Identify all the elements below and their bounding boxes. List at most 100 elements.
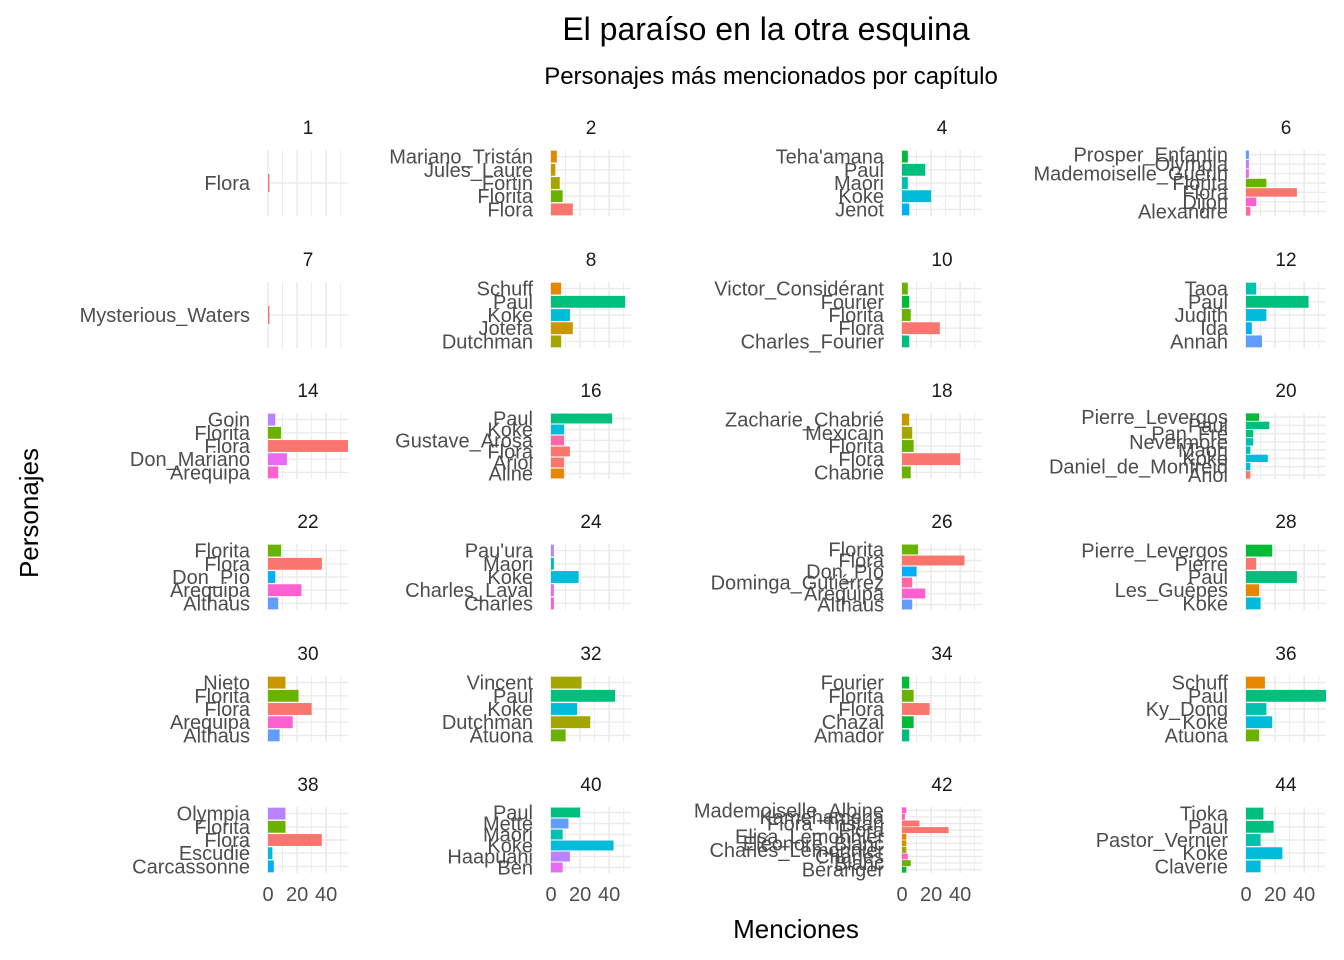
bar [551, 829, 563, 840]
bar [1246, 169, 1249, 178]
y-tick-label: Arequipa [170, 462, 251, 484]
bar [902, 177, 908, 189]
y-tick-label: Mademoiselle_Guérin [1033, 164, 1228, 186]
y-tick-label: Blanc [834, 853, 884, 875]
y-tick-label: Aline [489, 464, 533, 486]
y-tick-label: Paul [1188, 567, 1228, 589]
y-tick-label: Atuona [470, 725, 534, 747]
y-tick-label: Maori [483, 554, 533, 576]
y-tick-label: Kamehameha [759, 807, 884, 829]
y-tick-label: Haapuani [447, 847, 533, 869]
x-tick-label: 20 [1264, 884, 1286, 906]
bar [268, 174, 270, 192]
y-tick-label: Ariol [1188, 465, 1228, 487]
bar [268, 860, 274, 873]
bar [902, 322, 940, 335]
x-tick-label: 0 [545, 884, 556, 906]
y-tick-label: Pierre [1175, 554, 1228, 576]
facet-strip-label: 14 [297, 381, 319, 402]
bar [551, 413, 613, 424]
facet-strip-label: 32 [580, 644, 601, 665]
y-tick-label: Fourier [821, 673, 885, 695]
bar [1246, 438, 1254, 446]
bar [1246, 703, 1267, 715]
bar [902, 566, 917, 577]
y-tick-label: Maori [834, 173, 884, 195]
bar [902, 716, 914, 729]
bar [1246, 820, 1274, 833]
bar [1246, 413, 1260, 421]
bar [902, 827, 949, 834]
bar [902, 335, 910, 348]
y-tick-label: Don_Pío [806, 562, 884, 584]
bar [1246, 544, 1273, 557]
x-axis-title: Menciones [733, 914, 859, 944]
bar [902, 807, 907, 814]
bar [902, 703, 930, 715]
y-tick-label: Gustave_Arosa [395, 431, 534, 453]
facet-strip-label: 42 [931, 775, 952, 796]
bar [551, 597, 554, 610]
y-tick-label: Pau'ura [465, 541, 534, 563]
y-tick-label: Alexandre [1138, 201, 1228, 223]
y-tick-label: Paul [1188, 415, 1228, 437]
y-tick-label: Ky_Dong [1146, 699, 1228, 721]
facet-panel-42: 42 Mademoiselle_AlbineKamehamehaFlora_Tri… [694, 775, 982, 906]
bar [902, 860, 911, 867]
y-tick-label: Don_Mariano [130, 449, 250, 471]
bar [551, 203, 573, 216]
facet-strip-label: 24 [580, 512, 602, 533]
bar [268, 466, 279, 479]
y-tick-label: Eléonore_Blanc [743, 833, 884, 855]
y-tick-label: Schuff [1172, 673, 1229, 695]
y-tick-label: Fourier [821, 292, 885, 314]
y-tick-label: Maori [1178, 440, 1228, 462]
bar [551, 584, 554, 597]
y-tick-label: Dutchman [442, 712, 533, 734]
bar [1246, 207, 1251, 216]
y-tick-label: Taoa [1185, 279, 1229, 301]
bar [268, 689, 299, 702]
bar [1246, 729, 1260, 742]
y-tick-label: Florita [194, 686, 250, 708]
y-tick-label: Paul [1188, 817, 1228, 839]
y-tick-label: Pastor_Vernier [1096, 830, 1229, 852]
facet-panel-6: 6 Prosper_EnfantinOlympiaMademoiselle_Gué… [1033, 118, 1326, 223]
y-tick-label: Koke [487, 420, 533, 442]
bar [268, 820, 286, 833]
bar [268, 847, 273, 860]
y-tick-label: Paul [1188, 686, 1228, 708]
bar [551, 840, 614, 851]
bar [1246, 159, 1249, 169]
bar [1246, 322, 1252, 335]
y-tick-label: Flora [487, 199, 533, 221]
chart-subtitle: Personajes más mencionados por capítulo [544, 63, 998, 90]
y-tick-label: Flora_Tristán [767, 814, 884, 836]
y-tick-label: Arequipa [170, 580, 251, 602]
bar [1246, 557, 1257, 570]
bar [1246, 716, 1273, 729]
bar [268, 453, 287, 466]
bar [551, 163, 556, 176]
bar [551, 446, 570, 457]
bar [1246, 462, 1251, 471]
bar [1246, 860, 1261, 873]
bar [268, 440, 348, 452]
facet-panel-1: 1 Flora [204, 118, 348, 216]
y-tick-label: Vincent [467, 673, 534, 695]
y-tick-label: Florita [828, 540, 884, 562]
bar [268, 676, 286, 689]
y-tick-label: Don_Pío [172, 567, 250, 589]
x-tick-label: 20 [920, 884, 942, 906]
bar [1246, 584, 1260, 597]
bar [551, 571, 579, 583]
facet-strip-label: 6 [1281, 118, 1292, 139]
facet-strip-label: 28 [1275, 512, 1296, 533]
